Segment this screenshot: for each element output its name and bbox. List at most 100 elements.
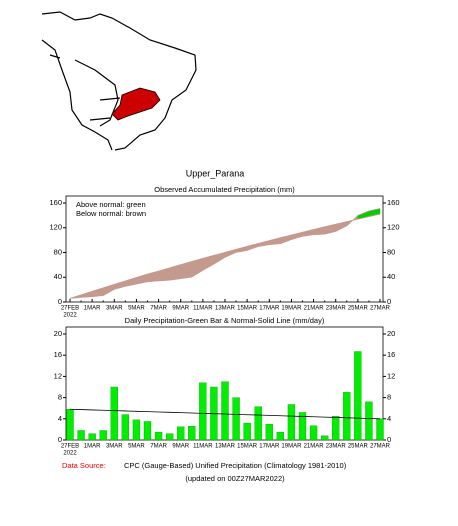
bar xyxy=(320,435,329,441)
x-tick-label: 1MAR xyxy=(84,444,101,450)
x-tick-label: 11MAR xyxy=(193,306,213,312)
y-tick-label: 20 xyxy=(54,329,62,338)
y2-tick-label: 120 xyxy=(387,223,400,232)
bar xyxy=(365,401,373,441)
region xyxy=(111,87,161,121)
x-tick-label: 9MAR xyxy=(172,444,189,450)
bar xyxy=(66,409,74,441)
bar xyxy=(121,414,130,441)
y2-tick-label: 0 xyxy=(387,297,391,306)
accum-line xyxy=(69,213,381,299)
x-tick-label: 17MAR xyxy=(259,306,280,312)
bar xyxy=(376,418,384,441)
x-tick-label: 9MAR xyxy=(172,306,189,312)
y2-tick-label: 20 xyxy=(387,329,395,338)
chart-title: Observed Accumulated Precipitation (mm) xyxy=(154,185,295,194)
y-tick-label: 160 xyxy=(49,198,62,207)
x-tick-label: 3MAR xyxy=(106,444,123,450)
x-tick-label: 13MAR xyxy=(215,306,236,312)
y2-tick-label: 40 xyxy=(387,272,395,281)
x-tick-label: 19MAR xyxy=(281,444,302,450)
x-tick-label: 17MAR xyxy=(259,444,280,450)
bar xyxy=(354,351,362,441)
bar xyxy=(298,412,307,441)
bar xyxy=(110,386,118,441)
source: CPC (Gauge-Based) Unified Precipitation … xyxy=(124,461,347,470)
x-tick-label: 25MAR xyxy=(348,444,369,450)
y-tick-label: 4 xyxy=(58,414,62,423)
y2-tick-label: 4 xyxy=(387,414,391,423)
bar xyxy=(276,431,285,441)
bar xyxy=(265,423,273,441)
accum-line xyxy=(69,208,381,299)
y2-tick-label: 16 xyxy=(387,350,395,359)
bar xyxy=(232,397,240,441)
bar xyxy=(99,430,107,441)
x-tick-label: 5MAR xyxy=(128,444,145,450)
x-tick-label: 11MAR xyxy=(193,444,213,450)
x-tick-label: 1MAR xyxy=(84,306,101,312)
source-label: Data Source: xyxy=(62,461,106,470)
border xyxy=(74,59,119,127)
bar xyxy=(165,433,174,441)
y-tick-label: 0 xyxy=(58,435,62,444)
x-tick-label: 7MAR xyxy=(150,306,167,312)
bar xyxy=(188,426,196,441)
x-tick-label: 7MAR xyxy=(150,444,167,450)
coast xyxy=(41,11,197,151)
x-tick-label: 27FEB xyxy=(61,444,79,450)
map xyxy=(41,11,197,151)
y-tick-label: 8 xyxy=(58,393,62,402)
border xyxy=(49,54,121,121)
x-tick-label: 23MAR xyxy=(326,306,347,312)
y2-tick-label: 12 xyxy=(387,371,395,380)
legend-note: Above normal: green xyxy=(76,200,146,209)
diff-area xyxy=(169,264,181,281)
y-tick-label: 40 xyxy=(54,272,62,281)
y-tick-label: 12 xyxy=(54,371,62,380)
bar xyxy=(343,392,351,441)
year-label: 2022 xyxy=(63,313,77,319)
chart-title: Daily Precipitation-Green Bar & Normal-S… xyxy=(125,316,325,325)
bar xyxy=(177,426,185,441)
bar xyxy=(254,406,262,441)
x-tick-label: 19MAR xyxy=(281,306,302,312)
x-tick-label: 3MAR xyxy=(106,306,123,312)
updated: (updated on 00Z27MAR2022) xyxy=(185,474,285,483)
x-tick-label: 23MAR xyxy=(326,444,347,450)
y2-tick-label: 160 xyxy=(387,198,400,207)
x-tick-label: 15MAR xyxy=(237,444,258,450)
y-tick-label: 0 xyxy=(58,297,62,306)
bar xyxy=(77,430,85,441)
x-tick-label: 21MAR xyxy=(304,444,325,450)
y2-tick-label: 8 xyxy=(387,393,391,402)
normal-line xyxy=(69,408,381,420)
y-tick-label: 16 xyxy=(54,350,62,359)
x-tick-label: 13MAR xyxy=(215,444,236,450)
x-tick-label: 27MAR xyxy=(370,444,391,450)
bar xyxy=(221,381,229,441)
x-tick-label: 15MAR xyxy=(237,306,258,312)
bar xyxy=(243,422,251,441)
x-tick-label: 27FEB xyxy=(61,306,79,312)
x-tick-label: 21MAR xyxy=(304,306,325,312)
bar xyxy=(309,425,318,441)
bar xyxy=(154,431,163,441)
y-tick-label: 80 xyxy=(54,247,62,256)
bar xyxy=(332,415,340,441)
year-label: 2022 xyxy=(63,451,77,457)
x-tick-label: 27MAR xyxy=(370,306,391,312)
bar xyxy=(199,382,207,441)
x-tick-label: 25MAR xyxy=(348,306,369,312)
bar xyxy=(143,421,152,441)
bar xyxy=(88,433,96,441)
y-tick-label: 120 xyxy=(49,223,62,232)
x-tick-label: 5MAR xyxy=(128,306,145,312)
bar xyxy=(132,419,141,441)
border xyxy=(41,39,113,151)
bar xyxy=(287,404,296,441)
y2-tick-label: 0 xyxy=(387,435,391,444)
page-title: Upper_Parana xyxy=(186,168,245,178)
y2-tick-label: 80 xyxy=(387,247,395,256)
